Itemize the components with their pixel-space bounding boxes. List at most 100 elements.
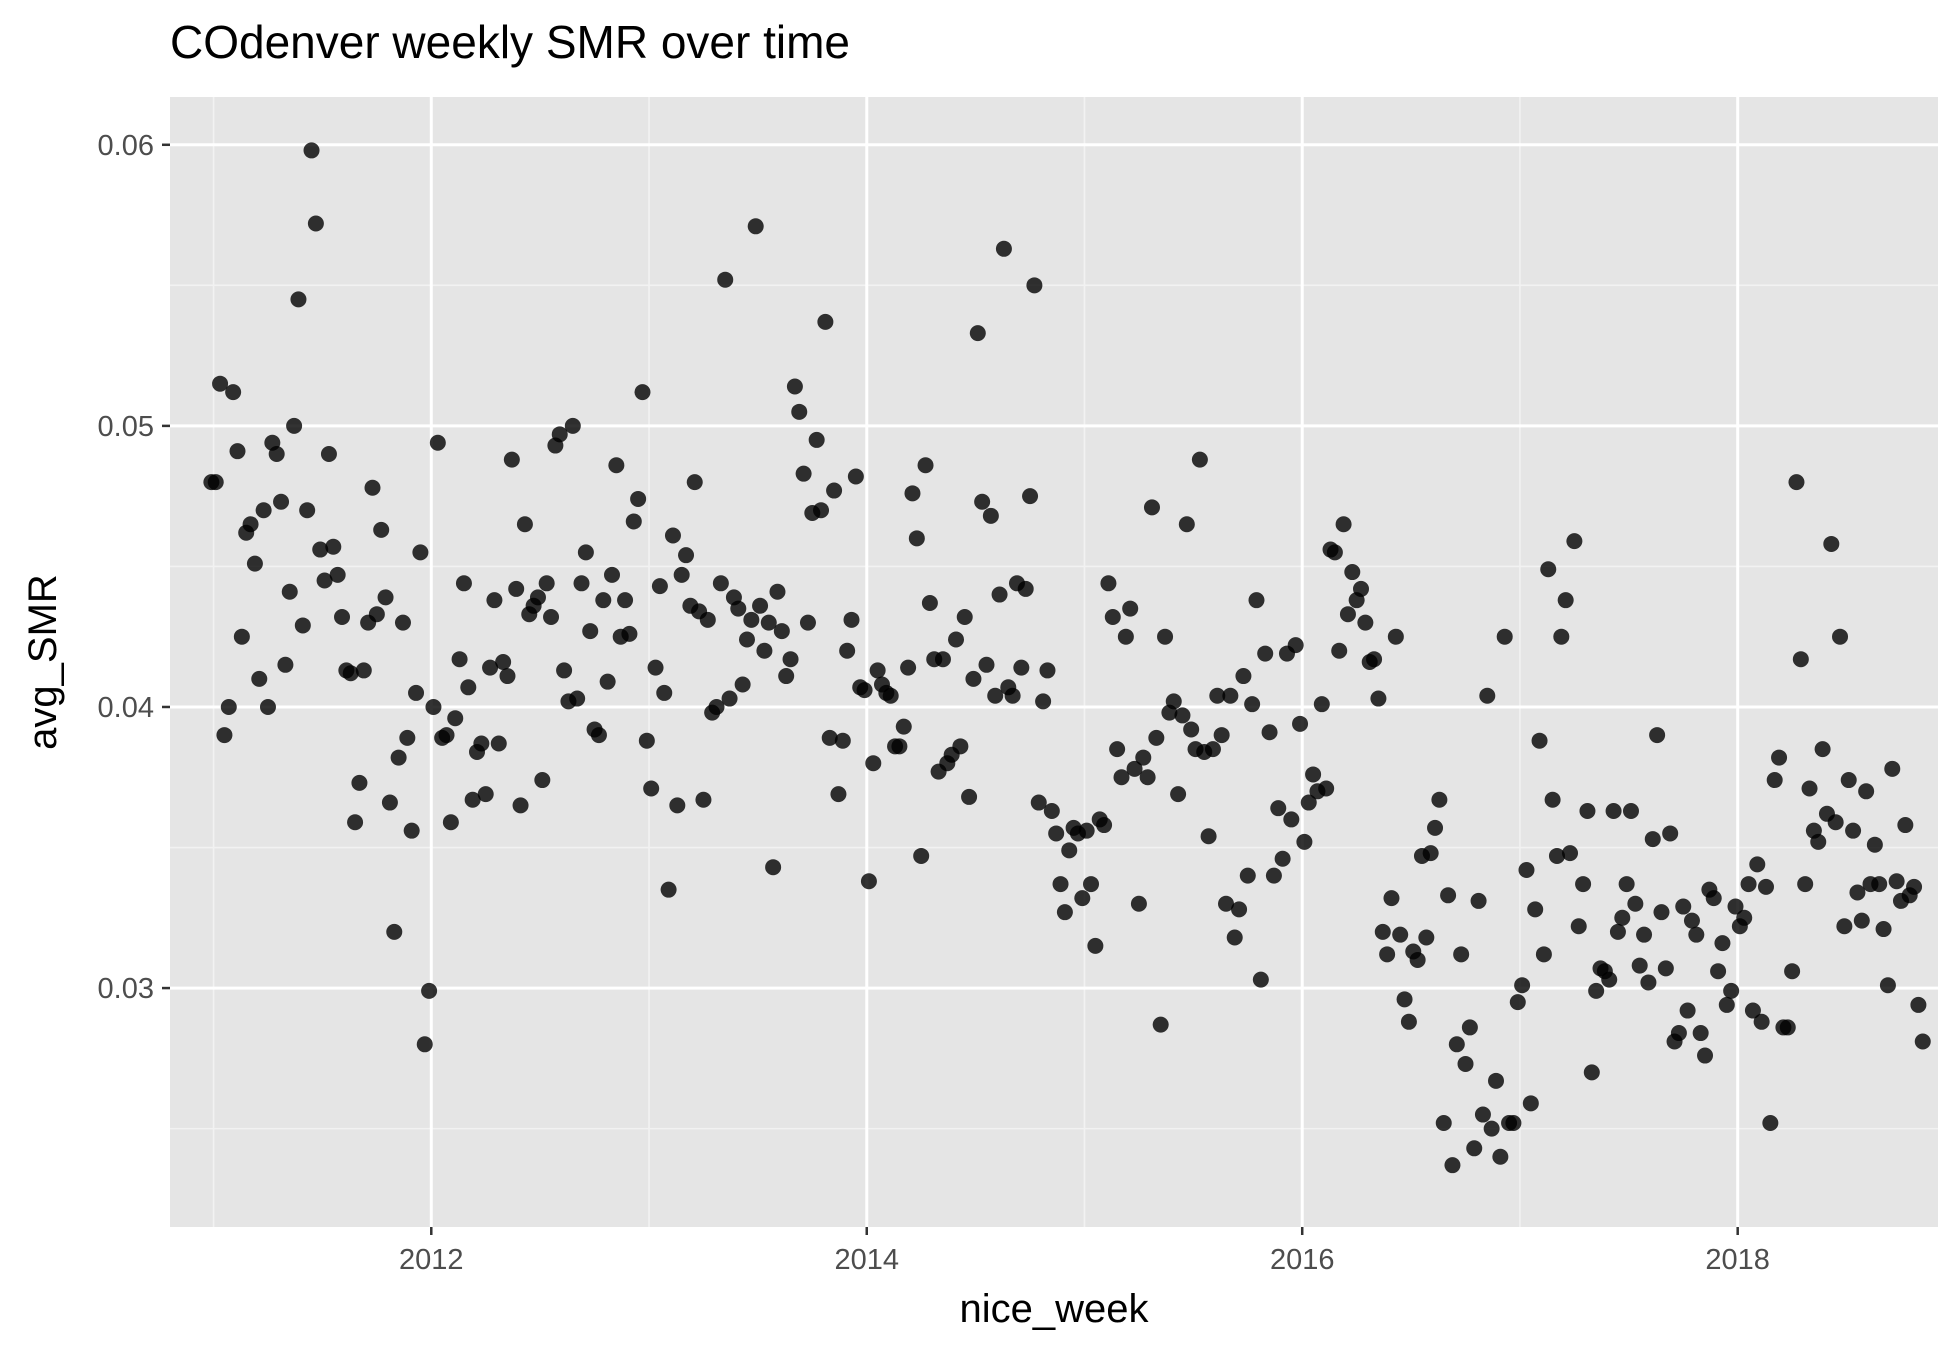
data-point bbox=[390, 749, 407, 766]
data-point bbox=[1875, 921, 1892, 938]
data-point bbox=[1740, 876, 1757, 893]
data-point bbox=[1200, 828, 1217, 845]
data-point bbox=[1518, 862, 1535, 879]
data-point bbox=[865, 755, 882, 772]
data-point bbox=[765, 859, 782, 876]
data-point bbox=[1683, 912, 1700, 929]
data-point bbox=[1714, 935, 1731, 952]
data-point bbox=[1178, 516, 1195, 533]
data-point bbox=[1910, 996, 1927, 1013]
data-point bbox=[1692, 1025, 1709, 1042]
data-point bbox=[1884, 760, 1901, 777]
data-point bbox=[987, 687, 1004, 704]
data-point bbox=[1353, 580, 1370, 597]
data-point bbox=[1914, 1033, 1931, 1050]
data-point bbox=[259, 698, 276, 715]
data-point bbox=[320, 445, 337, 462]
data-point bbox=[1030, 794, 1047, 811]
data-point bbox=[216, 727, 233, 744]
data-point bbox=[1688, 926, 1705, 943]
data-point bbox=[1379, 946, 1396, 963]
data-point bbox=[1832, 628, 1849, 645]
grid-minor-lines bbox=[170, 97, 1938, 1227]
data-point bbox=[1522, 1095, 1539, 1112]
data-point bbox=[1300, 794, 1317, 811]
data-point bbox=[1366, 651, 1383, 668]
data-point bbox=[246, 555, 263, 572]
data-point bbox=[229, 443, 246, 460]
data-point bbox=[1627, 895, 1644, 912]
data-point bbox=[1640, 974, 1657, 991]
data-point bbox=[364, 479, 381, 496]
data-point bbox=[1636, 926, 1653, 943]
data-point bbox=[1749, 856, 1766, 873]
data-point bbox=[1431, 791, 1448, 808]
data-point bbox=[1335, 516, 1352, 533]
data-point bbox=[834, 732, 851, 749]
data-point bbox=[486, 592, 503, 609]
data-point bbox=[1583, 1064, 1600, 1081]
data-point bbox=[1570, 918, 1587, 935]
data-point bbox=[860, 873, 877, 890]
data-point bbox=[1157, 628, 1174, 645]
data-point bbox=[1152, 1016, 1169, 1033]
x-tick-label: 2014 bbox=[834, 1244, 899, 1276]
data-point bbox=[307, 215, 324, 232]
data-point bbox=[342, 665, 359, 682]
data-point bbox=[1135, 749, 1152, 766]
data-point bbox=[695, 791, 712, 808]
data-point bbox=[1766, 772, 1783, 789]
data-point bbox=[1287, 637, 1304, 654]
data-point bbox=[1753, 1013, 1770, 1030]
data-point bbox=[377, 589, 394, 606]
data-point bbox=[1879, 977, 1896, 994]
data-point bbox=[1139, 769, 1156, 786]
data-point bbox=[1387, 628, 1404, 645]
data-point bbox=[1866, 836, 1883, 853]
data-point bbox=[1117, 628, 1134, 645]
data-point bbox=[1906, 878, 1923, 895]
data-point bbox=[869, 662, 886, 679]
data-point bbox=[1130, 895, 1147, 912]
data-point bbox=[564, 417, 581, 434]
data-point bbox=[1274, 850, 1291, 867]
data-point bbox=[386, 923, 403, 940]
data-point bbox=[1096, 817, 1113, 834]
data-point bbox=[408, 684, 425, 701]
data-point bbox=[1292, 715, 1309, 732]
data-point bbox=[412, 544, 429, 561]
data-point bbox=[299, 502, 316, 519]
data-point bbox=[1488, 1072, 1504, 1089]
data-point bbox=[1078, 822, 1095, 839]
data-point bbox=[1710, 963, 1727, 980]
data-point bbox=[1784, 963, 1801, 980]
data-point bbox=[1470, 892, 1487, 909]
data-point bbox=[813, 502, 830, 519]
data-point bbox=[451, 651, 468, 668]
data-point bbox=[708, 698, 725, 715]
data-point bbox=[477, 786, 494, 803]
x-axis-title: nice_week bbox=[959, 1287, 1149, 1331]
data-point bbox=[1858, 783, 1875, 800]
data-point bbox=[325, 538, 342, 555]
data-point bbox=[394, 614, 411, 631]
data-point bbox=[756, 642, 773, 659]
data-point bbox=[1849, 884, 1866, 901]
data-point bbox=[1575, 876, 1592, 893]
data-point bbox=[1496, 628, 1513, 645]
data-point bbox=[1318, 780, 1335, 797]
data-point bbox=[1492, 1148, 1509, 1165]
data-point bbox=[948, 631, 965, 648]
data-point bbox=[1810, 833, 1827, 850]
data-point bbox=[251, 670, 268, 687]
data-point bbox=[747, 218, 764, 235]
data-point bbox=[1248, 592, 1265, 609]
data-point bbox=[638, 732, 655, 749]
data-point bbox=[1535, 946, 1552, 963]
data-point bbox=[630, 490, 647, 507]
data-point bbox=[455, 575, 472, 592]
data-point bbox=[1631, 957, 1648, 974]
data-point bbox=[1061, 842, 1078, 859]
data-point bbox=[329, 566, 346, 583]
data-point bbox=[1422, 845, 1439, 862]
